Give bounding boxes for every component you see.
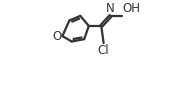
Text: OH: OH: [123, 2, 141, 15]
Text: N: N: [106, 2, 115, 15]
Text: Cl: Cl: [98, 44, 109, 57]
Text: O: O: [53, 30, 62, 43]
